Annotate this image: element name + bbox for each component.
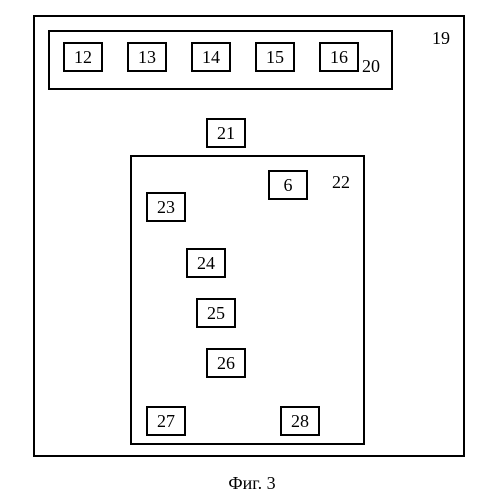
container-label-mid: 22 <box>332 172 350 193</box>
node-n28: 28 <box>280 406 320 436</box>
figure-caption: Фиг. 3 <box>0 473 504 494</box>
node-n25: 25 <box>196 298 236 328</box>
node-n21: 21 <box>206 118 246 148</box>
container-label-top: 20 <box>362 56 380 77</box>
node-n14: 14 <box>191 42 231 72</box>
node-n27: 27 <box>146 406 186 436</box>
node-n6: 6 <box>268 170 308 200</box>
node-n24: 24 <box>186 248 226 278</box>
node-n13: 13 <box>127 42 167 72</box>
node-n23: 23 <box>146 192 186 222</box>
diagram-canvas: Фиг. 3 19 20 22 12 13 14 15 16 21 23 6 24 25 26 27 28 <box>0 0 504 500</box>
node-n26: 26 <box>206 348 246 378</box>
container-label-outer: 19 <box>432 28 450 49</box>
node-n12: 12 <box>63 42 103 72</box>
node-n15: 15 <box>255 42 295 72</box>
node-n16: 16 <box>319 42 359 72</box>
